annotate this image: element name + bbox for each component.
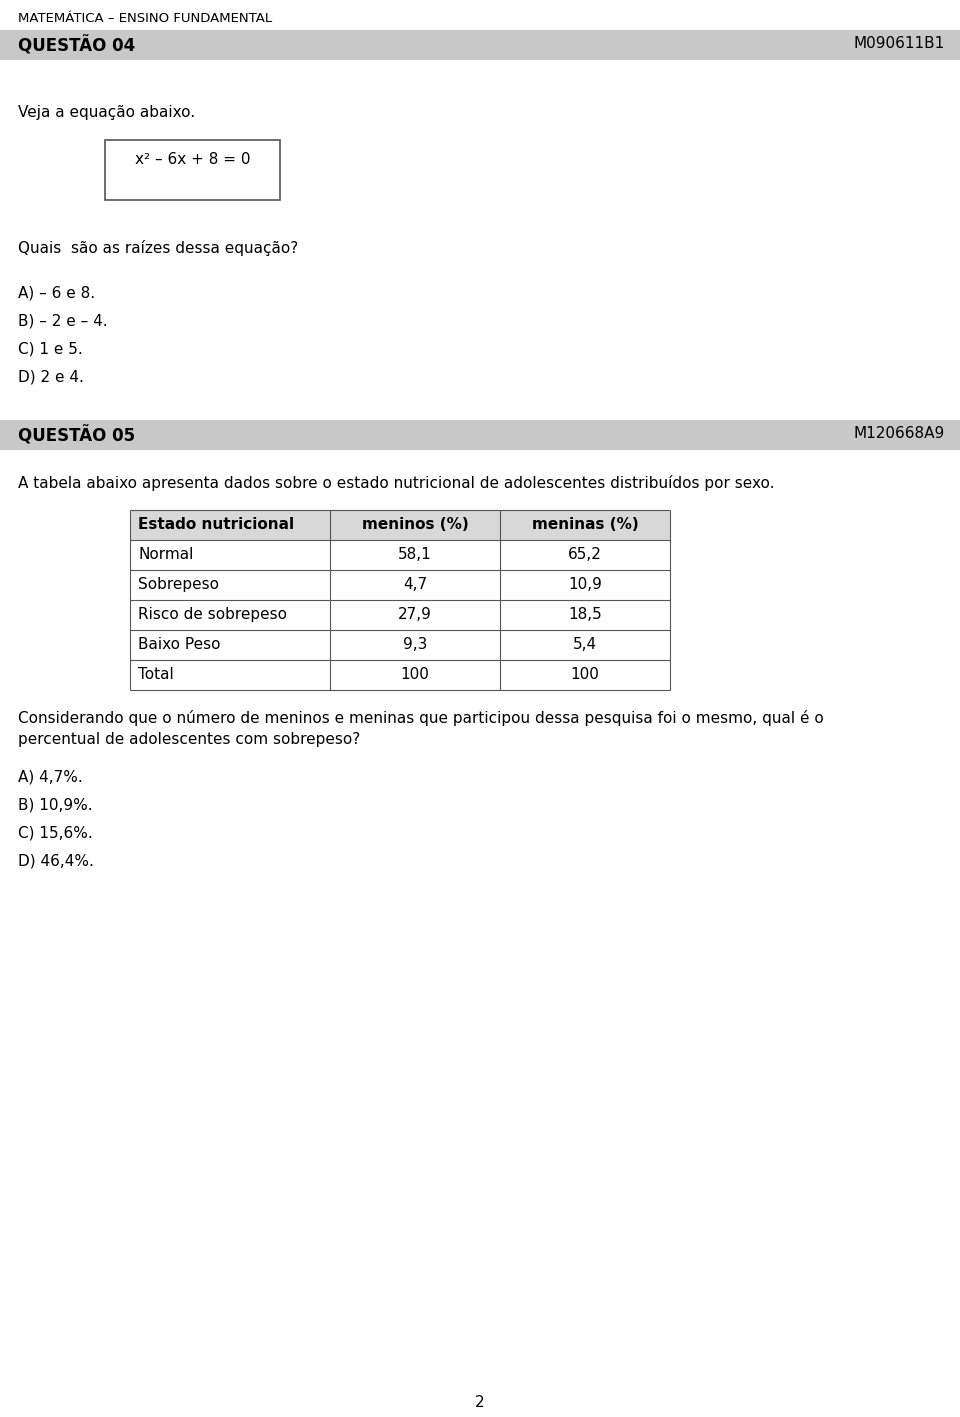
Text: 100: 100 [400,667,429,682]
Text: Estado nutricional: Estado nutricional [138,517,294,531]
Text: M090611B1: M090611B1 [853,35,945,51]
Text: meninos (%): meninos (%) [362,517,468,531]
Text: B) – 2 e – 4.: B) – 2 e – 4. [18,313,108,327]
Text: B) 10,9%.: B) 10,9%. [18,798,92,813]
Text: QUESTÃO 05: QUESTÃO 05 [18,427,135,445]
Bar [0,30,960,60]
Text: C) 15,6%.: C) 15,6%. [18,826,93,842]
Text: Quais  são as raízes dessa equação?: Quais são as raízes dessa equação? [18,239,299,256]
Text: 100: 100 [570,667,599,682]
Text: A tabela abaixo apresenta dados sobre o estado nutricional de adolescentes distr: A tabela abaixo apresenta dados sobre o … [18,475,775,492]
Text: Normal: Normal [138,547,193,563]
Text: Considerando que o número de meninos e meninas que participou dessa pesquisa foi: Considerando que o número de meninos e m… [18,710,824,726]
Bar [130,510,670,540]
Text: Baixo Peso: Baixo Peso [138,638,221,652]
Text: 9,3: 9,3 [403,638,427,652]
Text: QUESTÃO 04: QUESTÃO 04 [18,35,135,55]
Text: 4,7: 4,7 [403,577,427,592]
Bar [0,419,960,451]
Bar [105,140,280,200]
Text: x² – 6x + 8 = 0: x² – 6x + 8 = 0 [134,152,251,167]
Text: Sobrepeso: Sobrepeso [138,577,219,592]
Text: MATEMÁTICA – ENSINO FUNDAMENTAL: MATEMÁTICA – ENSINO FUNDAMENTAL [18,11,272,26]
Text: Veja a equação abaixo.: Veja a equação abaixo. [18,105,195,120]
Text: 65,2: 65,2 [568,547,602,563]
Text: C) 1 e 5.: C) 1 e 5. [18,341,83,356]
Text: 2: 2 [475,1394,485,1410]
Text: meninas (%): meninas (%) [532,517,638,531]
Text: 10,9: 10,9 [568,577,602,592]
Text: M120668A9: M120668A9 [853,427,945,441]
Text: 58,1: 58,1 [398,547,432,563]
Text: 5,4: 5,4 [573,638,597,652]
Text: Total: Total [138,667,174,682]
Text: percentual de adolescentes com sobrepeso?: percentual de adolescentes com sobrepeso… [18,733,360,747]
Text: D) 46,4%.: D) 46,4%. [18,854,94,869]
Text: A) – 6 e 8.: A) – 6 e 8. [18,285,95,300]
Text: A) 4,7%.: A) 4,7%. [18,769,83,785]
Text: Risco de sobrepeso: Risco de sobrepeso [138,606,287,622]
Text: 27,9: 27,9 [398,606,432,622]
Text: D) 2 e 4.: D) 2 e 4. [18,368,84,384]
Text: 18,5: 18,5 [568,606,602,622]
